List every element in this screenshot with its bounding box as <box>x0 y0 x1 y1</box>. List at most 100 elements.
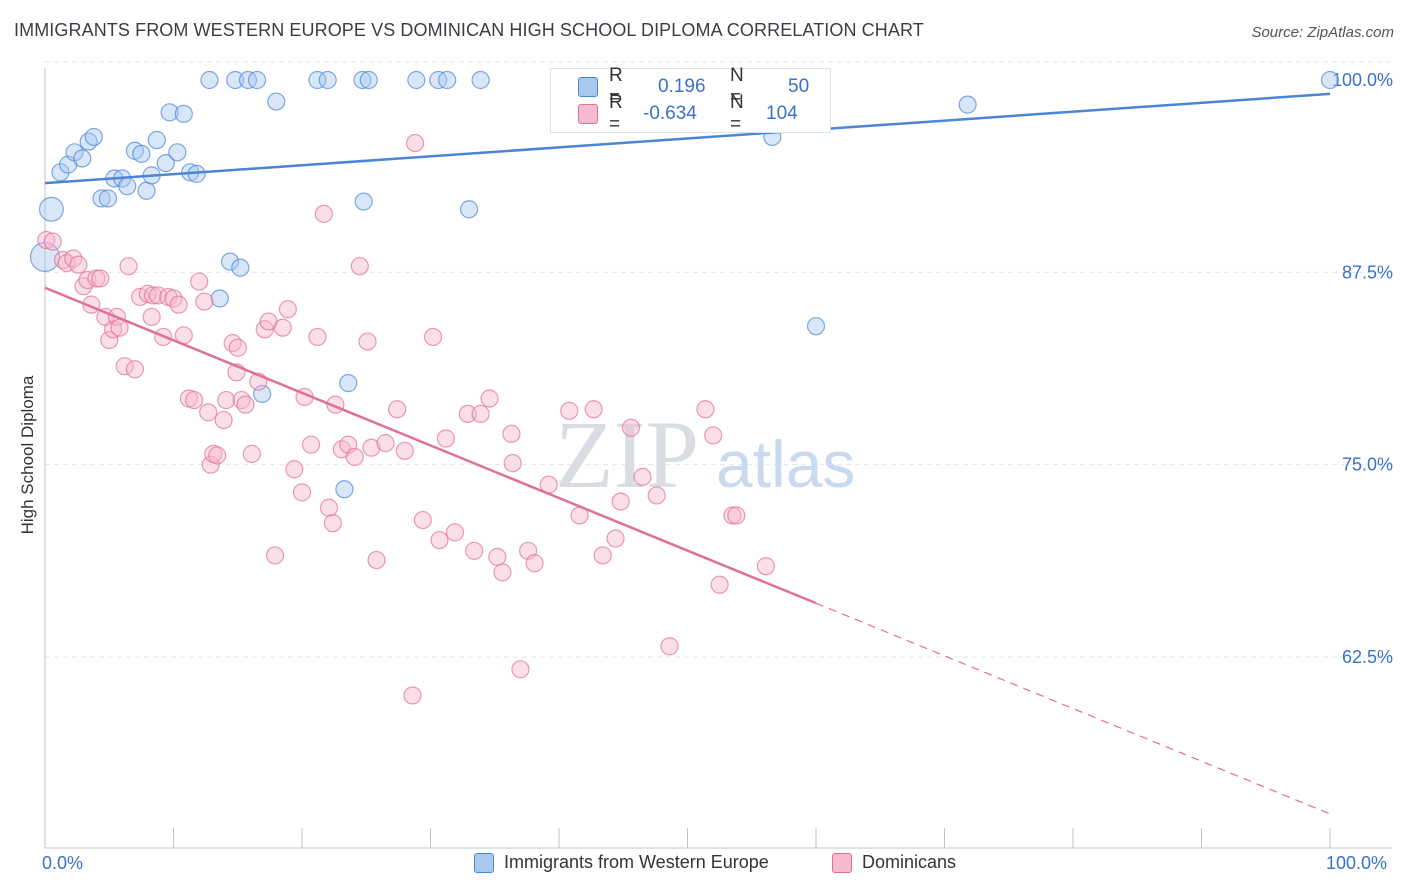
point-1-86[interactable] <box>525 554 544 573</box>
point-1-57[interactable] <box>319 498 339 517</box>
point-0-38[interactable] <box>354 192 373 211</box>
point-1-48[interactable] <box>265 546 285 565</box>
point-1-50[interactable] <box>278 300 297 319</box>
point-0-20[interactable] <box>174 104 193 123</box>
point-1-1[interactable] <box>43 232 62 251</box>
point-1-32[interactable] <box>195 292 214 311</box>
point-1-88[interactable] <box>560 401 579 420</box>
point-0-24[interactable] <box>210 289 229 308</box>
point-1-81[interactable] <box>493 563 512 582</box>
point-1-36[interactable] <box>208 446 227 465</box>
point-1-52[interactable] <box>292 483 312 502</box>
point-1-54[interactable] <box>301 435 321 454</box>
point-1-84[interactable] <box>511 660 530 679</box>
point-1-56[interactable] <box>314 204 333 223</box>
point-0-48[interactable] <box>958 95 977 114</box>
point-1-103[interactable] <box>756 557 775 576</box>
point-1-41[interactable] <box>228 338 247 357</box>
point-0-34[interactable] <box>335 480 354 499</box>
point-0-27[interactable] <box>231 258 250 277</box>
point-1-101[interactable] <box>710 575 729 594</box>
point-1-74[interactable] <box>436 429 456 448</box>
point-0-17[interactable] <box>156 153 175 173</box>
point-0-4[interactable] <box>73 149 92 168</box>
point-1-91[interactable] <box>593 546 612 565</box>
point-1-18[interactable] <box>125 360 145 379</box>
point-1-97[interactable] <box>660 637 679 656</box>
point-0-19[interactable] <box>168 143 187 162</box>
point-1-96[interactable] <box>647 486 666 505</box>
point-0-42[interactable] <box>459 200 479 219</box>
point-0-43[interactable] <box>471 70 490 90</box>
point-0-16[interactable] <box>147 130 166 150</box>
point-1-22[interactable] <box>143 286 163 305</box>
point-1-70[interactable] <box>405 133 425 153</box>
point-0-41[interactable] <box>438 70 457 90</box>
point-1-55[interactable] <box>308 327 327 347</box>
point-1-93[interactable] <box>611 492 630 511</box>
legend-item-western-europe[interactable]: Immigrants from Western Europe <box>474 852 769 873</box>
point-1-51[interactable] <box>285 460 304 479</box>
point-1-95[interactable] <box>633 467 652 487</box>
point-0-8[interactable] <box>98 189 118 208</box>
point-1-69[interactable] <box>395 441 414 460</box>
point-1-65[interactable] <box>362 438 381 457</box>
point-1-38[interactable] <box>217 390 236 410</box>
point-1-104[interactable] <box>403 686 422 705</box>
point-0-26[interactable] <box>226 70 245 90</box>
point-1-12[interactable] <box>100 330 119 350</box>
point-1-64[interactable] <box>358 332 377 351</box>
point-1-33[interactable] <box>199 403 218 422</box>
point-1-0[interactable] <box>37 230 56 250</box>
point-1-5[interactable] <box>69 255 88 274</box>
point-0-11[interactable] <box>118 177 137 196</box>
point-1-73[interactable] <box>430 530 449 550</box>
point-1-66[interactable] <box>367 550 386 570</box>
point-1-90[interactable] <box>584 400 603 419</box>
point-1-62[interactable] <box>345 447 364 467</box>
point-0-29[interactable] <box>247 70 267 90</box>
point-1-67[interactable] <box>376 434 395 453</box>
point-0-23[interactable] <box>200 70 219 90</box>
point-0-47[interactable] <box>806 317 826 336</box>
point-1-98[interactable] <box>723 506 742 525</box>
point-1-9[interactable] <box>87 269 106 288</box>
point-1-80[interactable] <box>488 547 507 567</box>
point-1-34[interactable] <box>201 455 220 474</box>
point-0-35[interactable] <box>339 374 358 393</box>
point-1-27[interactable] <box>169 295 188 314</box>
point-1-79[interactable] <box>480 389 499 408</box>
point-0-31[interactable] <box>267 92 286 111</box>
point-1-82[interactable] <box>502 424 521 443</box>
point-1-44[interactable] <box>242 444 261 463</box>
point-1-16[interactable] <box>115 357 134 376</box>
point-1-92[interactable] <box>606 529 625 548</box>
point-0-0[interactable] <box>38 196 64 222</box>
point-1-17[interactable] <box>119 257 138 276</box>
point-1-76[interactable] <box>458 404 477 423</box>
point-0-39[interactable] <box>407 70 426 90</box>
point-0-32[interactable] <box>308 70 327 90</box>
point-0-18[interactable] <box>160 103 179 122</box>
point-0-37[interactable] <box>359 70 378 90</box>
point-1-43[interactable] <box>236 395 255 414</box>
point-1-102[interactable] <box>727 506 746 525</box>
legend-item-dominicans[interactable]: Dominicans <box>832 852 956 873</box>
point-1-10[interactable] <box>91 269 110 288</box>
point-1-72[interactable] <box>423 327 443 347</box>
point-1-75[interactable] <box>445 523 465 542</box>
point-1-37[interactable] <box>214 410 233 430</box>
point-1-31[interactable] <box>190 272 209 291</box>
point-1-63[interactable] <box>350 257 369 276</box>
point-1-100[interactable] <box>704 426 723 445</box>
point-1-71[interactable] <box>413 510 432 530</box>
point-1-77[interactable] <box>465 541 484 560</box>
point-0-6[interactable] <box>84 127 103 147</box>
point-1-94[interactable] <box>621 418 641 437</box>
point-1-78[interactable] <box>471 404 490 423</box>
point-1-83[interactable] <box>503 454 522 473</box>
point-1-21[interactable] <box>142 307 161 327</box>
point-0-49[interactable] <box>1320 70 1340 90</box>
point-0-13[interactable] <box>132 144 151 163</box>
point-1-99[interactable] <box>696 400 715 419</box>
